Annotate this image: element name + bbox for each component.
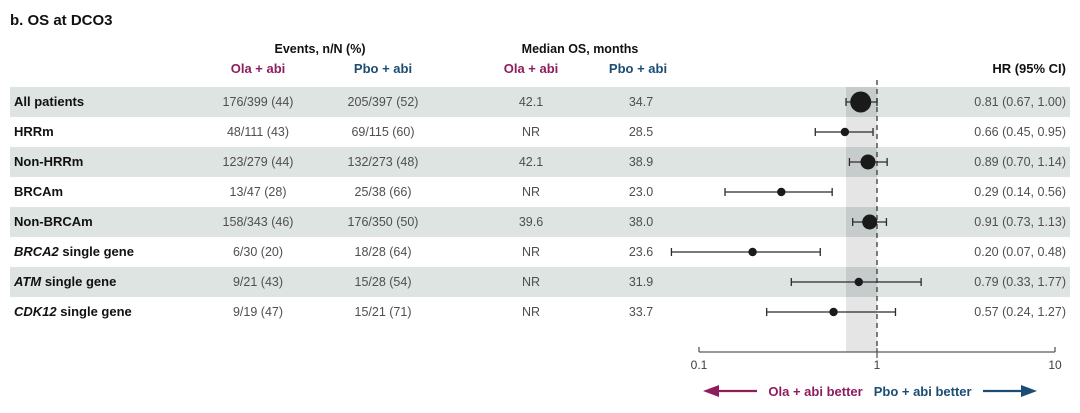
median-ola-cell: NR — [521, 185, 541, 199]
median-ola-cell: NR — [521, 125, 541, 139]
events-pbo-header: Pbo + abi — [353, 61, 413, 76]
hr-ci-cell: 0.66 (0.45, 0.95) — [974, 125, 1066, 139]
row-label: Non-BRCAm — [14, 214, 93, 229]
hr-ci-cell: 0.91 (0.73, 1.13) — [974, 215, 1066, 229]
pbo-better-arrow-icon — [982, 385, 1037, 397]
row-label: All patients — [14, 94, 85, 109]
events-ola-cell: 13/47 (28) — [229, 185, 287, 199]
events-ola-cell: 123/279 (44) — [222, 155, 294, 169]
hr-column-header: HR (95% CI) — [992, 61, 1066, 76]
gene-symbol: CDK12 — [14, 304, 57, 319]
median-ola-cell: 42.1 — [518, 155, 544, 169]
events-pbo-cell: 15/21 (71) — [354, 305, 412, 319]
gene-symbol: BRCA2 — [14, 244, 59, 259]
table-row: HRRm 48/111 (43) 69/115 (60) NR 28.5 0.66 (0.… — [10, 117, 1070, 147]
median-pbo-cell: 38.9 — [628, 155, 654, 169]
median-ola-cell: 39.6 — [518, 215, 544, 229]
table-row: Non-BRCAm 158/343 (46) 176/350 (50) 39.6 38.… — [10, 207, 1070, 237]
median-ola-cell: 42.1 — [518, 95, 544, 109]
ola-better-arrow-icon — [703, 385, 758, 397]
row-label: CDK12 single gene — [14, 304, 132, 319]
x-tick-10: 10 — [1048, 358, 1062, 372]
row-label: Non-HRRm — [14, 154, 84, 169]
row-label: HRRm — [14, 124, 54, 139]
events-ola-cell: 6/30 (20) — [232, 245, 284, 259]
events-ola-cell: 176/399 (44) — [222, 95, 294, 109]
events-group-header: Events, n/N (%) — [274, 42, 366, 56]
hr-ci-cell: 0.89 (0.70, 1.14) — [974, 155, 1066, 169]
median-pbo-cell: 23.6 — [628, 245, 654, 259]
table-row: BRCA2 single gene 6/30 (20) 18/28 (64) NR 23… — [10, 237, 1070, 267]
events-ola-cell: 48/111 (43) — [226, 125, 290, 139]
row-label: ATM single gene — [14, 274, 117, 289]
median-pbo-cell: 28.5 — [628, 125, 654, 139]
events-pbo-cell: 18/28 (64) — [354, 245, 412, 259]
events-ola-cell: 158/343 (46) — [222, 215, 294, 229]
events-pbo-cell: 25/38 (66) — [354, 185, 412, 199]
median-ola-cell: NR — [521, 245, 541, 259]
events-ola-cell: 9/21 (43) — [232, 275, 284, 289]
hr-ci-cell: 0.79 (0.33, 1.77) — [974, 275, 1066, 289]
hr-ci-cell: 0.81 (0.67, 1.00) — [974, 95, 1066, 109]
median-ola-cell: NR — [521, 305, 541, 319]
table-row: Non-HRRm 123/279 (44) 132/273 (48) 42.1 38.9… — [10, 147, 1070, 177]
median-ola-cell: NR — [521, 275, 541, 289]
median-pbo-cell: 34.7 — [628, 95, 654, 109]
direction-legend: Ola + abi better Pbo + abi better — [660, 378, 1080, 404]
events-ola-header: Ola + abi — [230, 61, 286, 76]
median-pbo-header: Pbo + abi — [608, 61, 668, 76]
events-ola-cell: 9/19 (47) — [232, 305, 284, 319]
pbo-better-label: Pbo + abi better — [873, 383, 972, 399]
hr-ci-cell: 0.20 (0.07, 0.48) — [974, 245, 1066, 259]
median-ola-header: Ola + abi — [503, 61, 559, 76]
median-pbo-cell: 31.9 — [628, 275, 654, 289]
table-row: CDK12 single gene 9/19 (47) 15/21 (71) NR 33… — [10, 297, 1070, 327]
events-pbo-cell: 205/397 (52) — [347, 95, 419, 109]
events-pbo-cell: 15/28 (54) — [354, 275, 412, 289]
row-label: BRCAm — [14, 184, 64, 199]
hr-ci-cell: 0.29 (0.14, 0.56) — [974, 185, 1066, 199]
row-label: BRCA2 single gene — [14, 244, 134, 259]
ola-better-label: Ola + abi better — [768, 383, 863, 399]
events-pbo-cell: 176/350 (50) — [347, 215, 419, 229]
hr-ci-cell: 0.57 (0.24, 1.27) — [974, 305, 1066, 319]
median-group-header: Median OS, months — [521, 42, 639, 56]
gene-symbol: ATM — [14, 274, 42, 289]
median-pbo-cell: 33.7 — [628, 305, 654, 319]
events-pbo-cell: 132/273 (48) — [347, 155, 419, 169]
x-tick-0.1: 0.1 — [690, 358, 708, 372]
events-pbo-cell: 69/115 (60) — [351, 125, 415, 139]
table-row: BRCAm 13/47 (28) 25/38 (66) NR 23.0 0.29 (0.1… — [10, 177, 1070, 207]
x-tick-1: 1 — [873, 358, 881, 372]
table-row: ATM single gene 9/21 (43) 15/28 (54) NR 31.9… — [10, 267, 1070, 297]
page-title: b. OS at DCO3 — [10, 12, 113, 29]
table-row: All patients 176/399 (44) 205/397 (52) 42.1… — [10, 87, 1070, 117]
median-pbo-cell: 38.0 — [628, 215, 654, 229]
median-pbo-cell: 23.0 — [628, 185, 654, 199]
